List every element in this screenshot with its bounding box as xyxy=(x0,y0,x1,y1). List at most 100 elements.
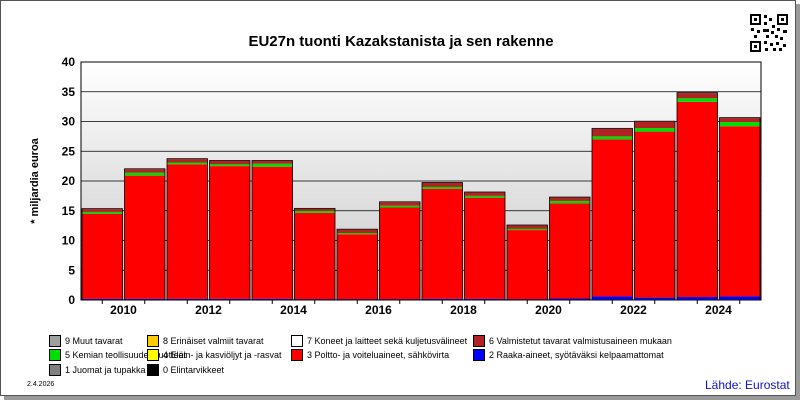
bar-segment xyxy=(209,160,250,165)
plot-area: 0 5 10 15 20 25 30 35 40 2010 2012 2014 2016 2018 2020… xyxy=(62,55,762,317)
legend-label: 7 Koneet ja laitteet sekä kuljetusväline… xyxy=(307,336,468,346)
legend-label: 4 Eläin- ja kasviöljyt ja -rasvat xyxy=(163,350,282,360)
bar-segment xyxy=(209,164,250,167)
legend-label: 3 Poltto- ja voiteluaineet, sähkövirta xyxy=(307,350,450,360)
bar-segment xyxy=(379,202,420,206)
bar-segment xyxy=(634,131,675,298)
legend-swatch xyxy=(291,335,303,347)
y-tick-label: 35 xyxy=(62,85,76,99)
legend-swatch xyxy=(49,364,61,376)
legend-item: 0 Elintarvikkeet xyxy=(147,364,224,376)
bar-segment xyxy=(422,298,463,300)
bar-segment xyxy=(549,197,590,201)
bar-segment xyxy=(422,186,463,189)
bar-segment xyxy=(677,101,718,298)
bar-segment xyxy=(209,298,250,300)
bar-segment xyxy=(719,126,760,297)
x-tick-label: 2018 xyxy=(450,303,477,317)
legend-item: 3 Poltto- ja voiteluaineet, sähkövirta xyxy=(291,349,449,361)
bar-segment xyxy=(379,299,420,300)
legend-item: 4 Eläin- ja kasviöljyt ja -rasvat xyxy=(147,349,282,361)
y-tick-label: 40 xyxy=(62,55,76,69)
bar-segment xyxy=(167,162,208,165)
legend-label: 0 Elintarvikkeet xyxy=(163,365,225,375)
qr-code-icon xyxy=(749,13,789,53)
y-tick-label: 15 xyxy=(62,204,76,218)
legend-swatch xyxy=(473,349,485,361)
bar-segment xyxy=(252,163,293,167)
bar-segment xyxy=(379,207,420,300)
bar-segment xyxy=(677,98,718,102)
x-tick-label: 2020 xyxy=(535,303,562,317)
legend-swatch xyxy=(49,349,61,361)
y-tick-label: 5 xyxy=(68,263,75,277)
y-tick-label: 0 xyxy=(68,293,75,307)
bar-segment xyxy=(507,299,548,300)
bar-segment xyxy=(294,212,335,300)
legend-swatch xyxy=(473,335,485,347)
bar-segment xyxy=(294,299,335,300)
bar-segment xyxy=(337,234,378,300)
x-tick-label: 2022 xyxy=(620,303,647,317)
bar-segment xyxy=(592,128,633,137)
bar-segment xyxy=(549,200,590,204)
legend-swatch xyxy=(147,349,159,361)
bar-segment xyxy=(124,175,165,299)
bar-segment xyxy=(507,228,548,231)
bar-segment xyxy=(634,128,675,132)
bar-segment xyxy=(677,92,718,99)
bar-segment xyxy=(634,121,675,129)
bar-segment xyxy=(124,298,165,300)
bar-segment xyxy=(507,230,548,300)
legend-label: 5 Kemian teollisuuden tuotteet xyxy=(65,350,187,360)
y-tick-label: 30 xyxy=(62,115,76,129)
legend-item: 7 Koneet ja laitteet sekä kuljetusväline… xyxy=(291,335,467,347)
bar-segment xyxy=(252,298,293,300)
x-tick-label: 2014 xyxy=(280,303,307,317)
bar-segment xyxy=(167,164,208,299)
bar-segment xyxy=(592,139,633,297)
legend-swatch xyxy=(49,335,61,347)
bar-segment xyxy=(82,298,123,300)
bar-segment xyxy=(124,169,165,173)
y-tick-label: 25 xyxy=(62,144,76,158)
legend-item: 5 Kemian teollisuuden tuotteet xyxy=(49,349,186,361)
legend-swatch xyxy=(291,349,303,361)
bar-segment xyxy=(719,296,760,300)
plot-border xyxy=(80,61,762,301)
bar-segment xyxy=(549,203,590,299)
bar-segment xyxy=(337,299,378,300)
legend-label: 1 Juomat ja tupakka xyxy=(65,365,146,375)
date-label: 2.4.2026 xyxy=(27,381,55,388)
bar-segment xyxy=(82,211,123,214)
bar-segment xyxy=(124,172,165,176)
legend-label: 2 Raaka-aineet, syötäväksi kelpaamattoma… xyxy=(489,350,664,360)
bar-segment xyxy=(252,166,293,299)
bar-segment xyxy=(422,188,463,299)
bar-segment xyxy=(252,160,293,164)
bar-segment xyxy=(549,298,590,300)
x-tick-label: 2010 xyxy=(110,303,137,317)
legend-item: 6 Valmistetut tavarat valmistusaineen mu… xyxy=(473,335,672,347)
source-label: Lähde: Eurostat xyxy=(705,378,790,392)
bar-segment xyxy=(82,213,123,299)
bar-segment xyxy=(677,297,718,300)
legend-label: 6 Valmistetut tavarat valmistusaineen mu… xyxy=(489,336,672,346)
legend-label: 8 Erinäiset valmiit tavarat xyxy=(163,336,264,346)
bar-segment xyxy=(507,225,548,229)
x-tick-label: 2012 xyxy=(195,303,222,317)
bar-segment xyxy=(337,229,378,234)
bar-segment xyxy=(592,136,633,140)
x-tick-label: 2024 xyxy=(705,303,732,317)
bar-segment xyxy=(464,197,505,299)
bar-segment xyxy=(464,195,505,198)
bar-segment xyxy=(379,205,420,208)
legend-item: 8 Erinäiset valmiit tavarat xyxy=(147,335,264,347)
bar-segment xyxy=(337,233,378,235)
bar-segment xyxy=(167,298,208,300)
legend-label: 9 Muut tavarat xyxy=(65,336,123,346)
bar-segment xyxy=(294,208,335,212)
bar-segment xyxy=(209,166,250,299)
bar-segment xyxy=(719,122,760,127)
